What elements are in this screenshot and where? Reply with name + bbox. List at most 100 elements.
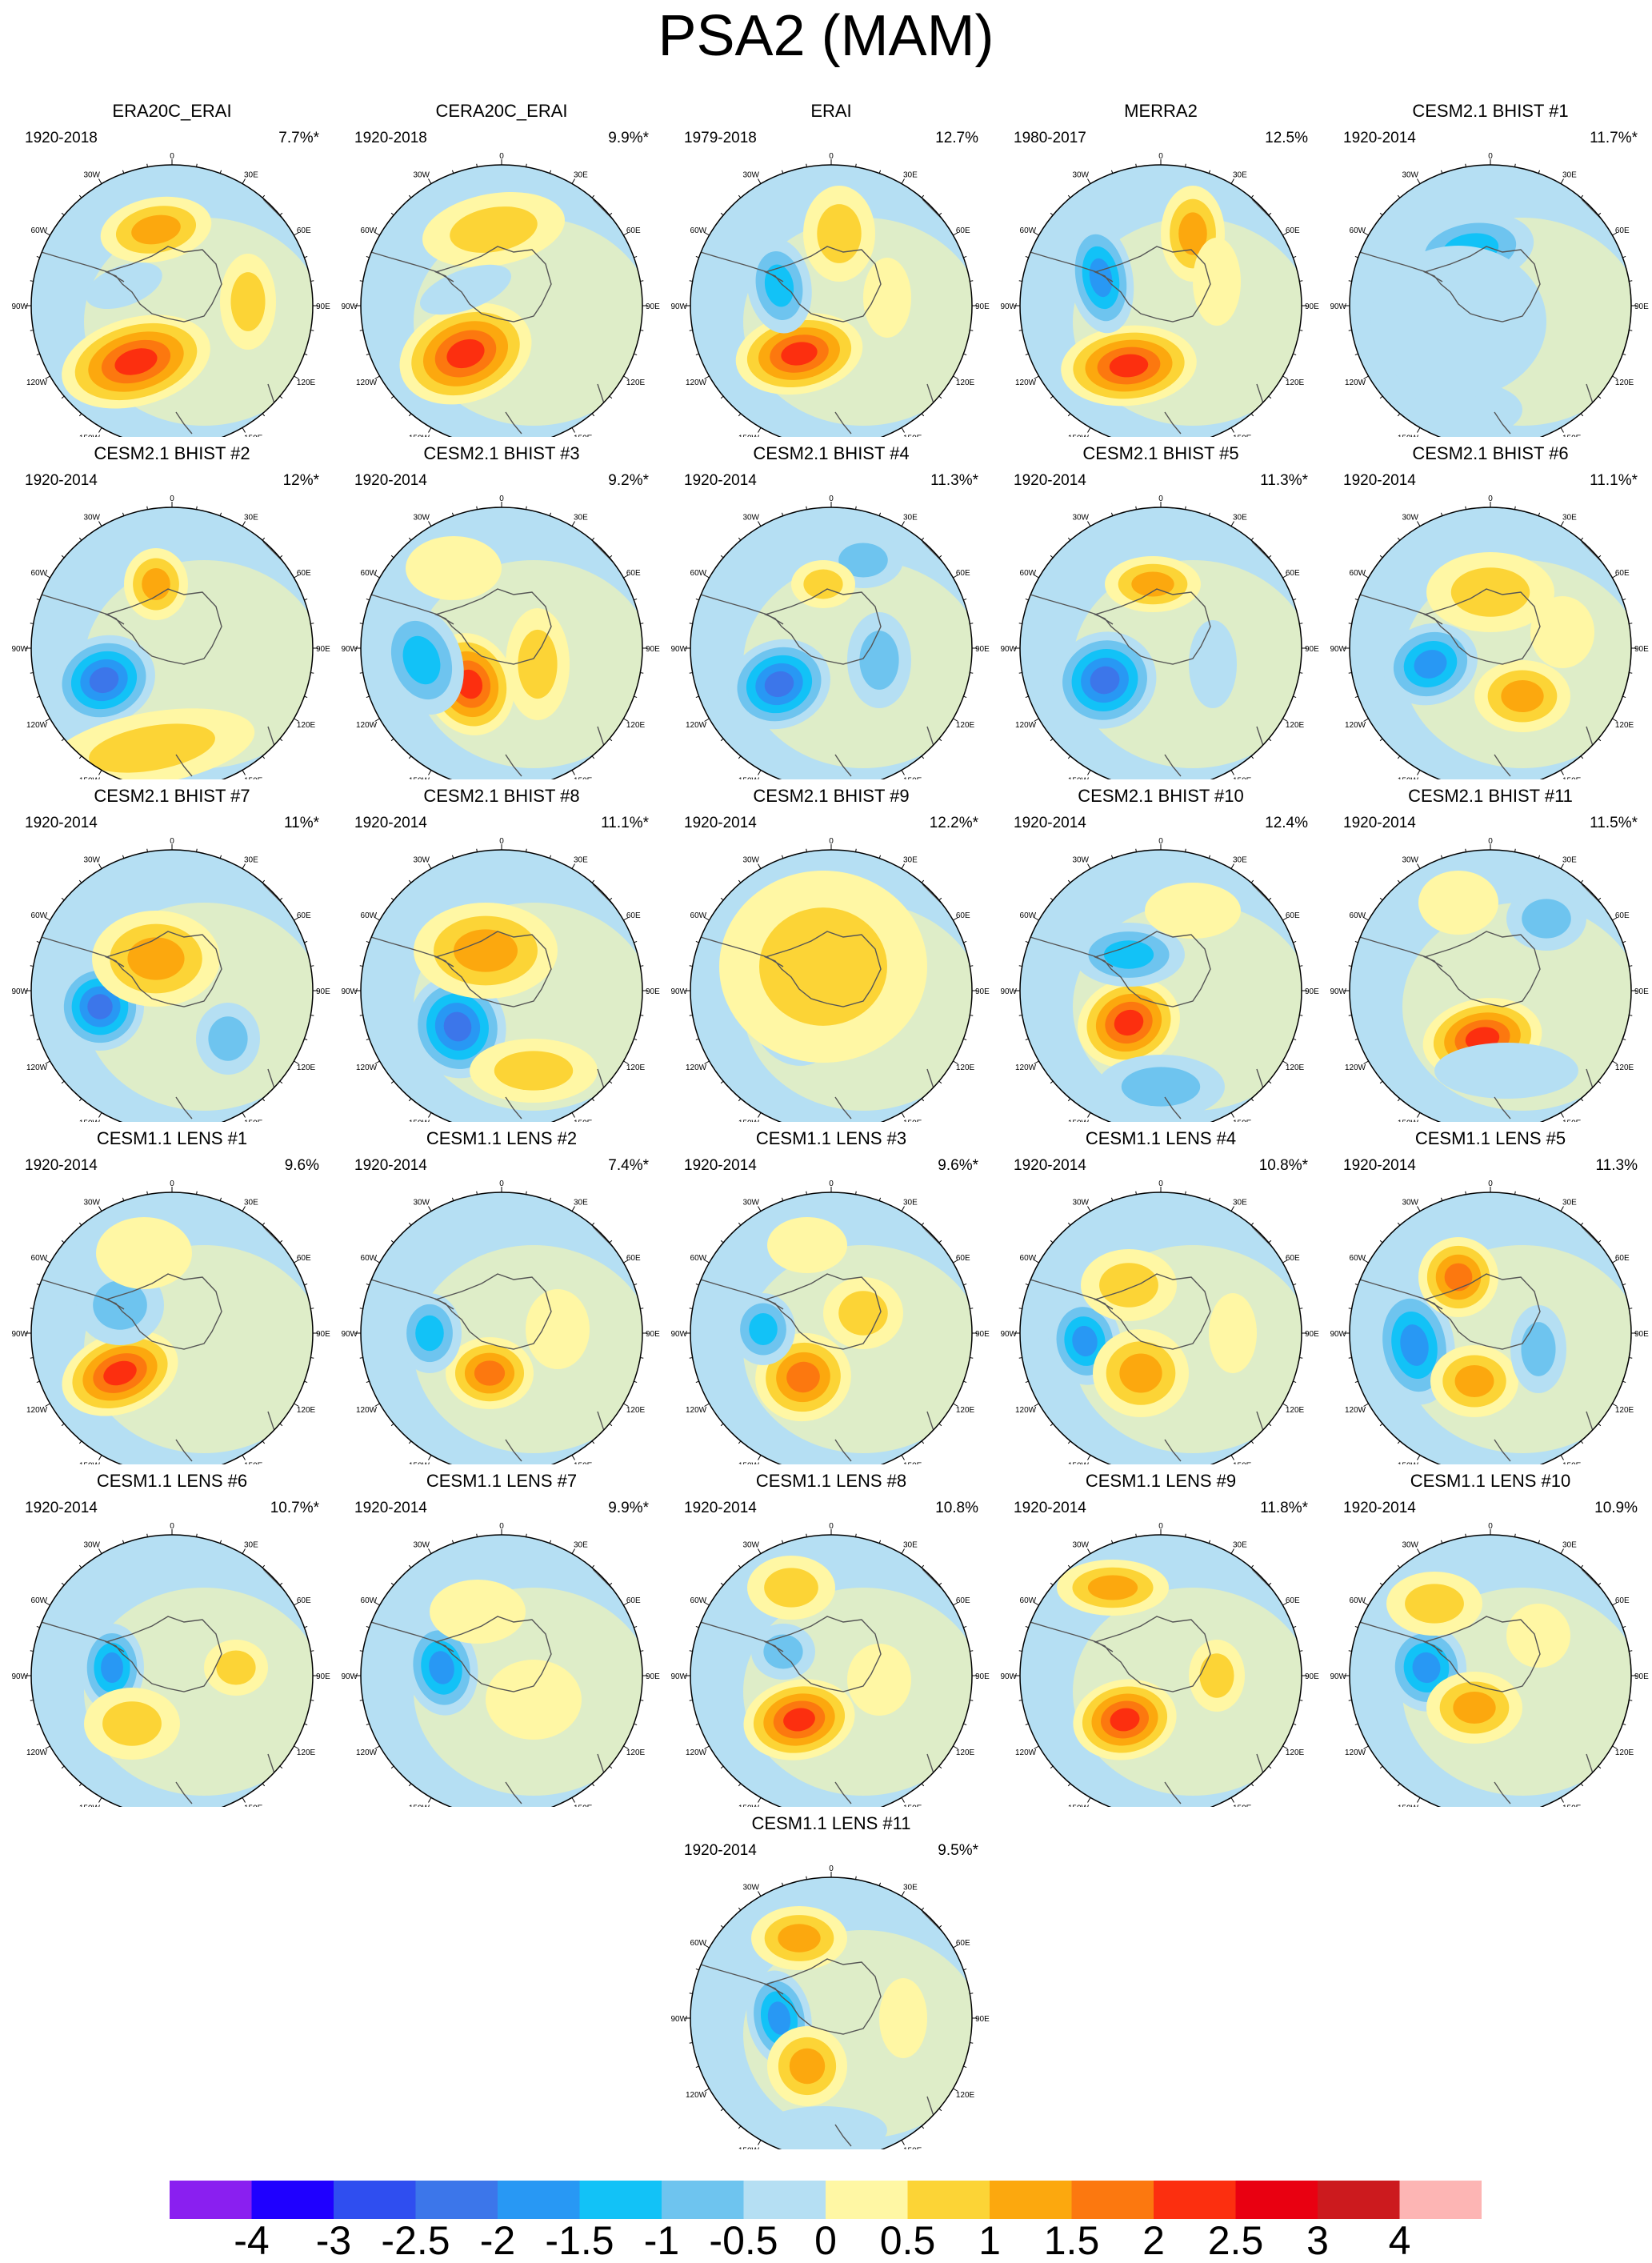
longitude-tick — [609, 1765, 613, 1769]
longitude-tick — [970, 1015, 974, 1016]
longitude-tick — [640, 1015, 644, 1016]
new-zealand-coastline — [175, 411, 193, 435]
longitude-tick — [1598, 555, 1602, 559]
longitude-tick — [1397, 1783, 1401, 1787]
longitude-tick — [294, 575, 299, 579]
longitude-tick — [78, 1098, 82, 1102]
longitude-tick — [806, 1876, 807, 1880]
longitude-label: 60E — [1615, 1254, 1630, 1263]
longitude-tick — [901, 1455, 905, 1460]
longitude-tick — [1268, 555, 1272, 559]
longitude-tick — [279, 1240, 283, 1244]
longitude-tick — [196, 1191, 198, 1195]
longitude-label: 120W — [1015, 379, 1037, 387]
longitude-tick — [1538, 512, 1541, 516]
south-america-coastline — [361, 1275, 454, 1310]
positive-anomaly — [767, 1217, 847, 1273]
colorbar-tick-label: -1 — [643, 2218, 680, 2263]
antarctica-coastline — [104, 246, 222, 322]
longitude-label: 90E — [316, 645, 330, 654]
panel-title: CESM1.1 LENS #6 — [96, 1471, 248, 1491]
longitude-tick — [1299, 1308, 1303, 1309]
longitude-tick — [970, 1993, 974, 1994]
longitude-tick — [1598, 1240, 1602, 1244]
colorbar-swatch — [415, 2181, 498, 2219]
longitude-tick — [242, 1455, 246, 1460]
colorbar-swatch — [826, 2181, 908, 2219]
longitude-tick — [689, 623, 693, 624]
longitude-tick — [1379, 1582, 1383, 1586]
panel-period: 1920-2018 — [25, 130, 98, 146]
longitude-tick — [720, 1925, 724, 1929]
longitude-tick — [689, 1308, 693, 1309]
longitude-label: 90W — [342, 1330, 358, 1339]
longitude-label: 60W — [31, 1254, 48, 1263]
longitude-tick — [1293, 1380, 1297, 1384]
longitude-tick — [1025, 1625, 1029, 1628]
longitude-tick — [1087, 178, 1091, 184]
longitude-tick — [1050, 897, 1054, 901]
positive-anomaly — [454, 929, 518, 972]
longitude-tick — [30, 965, 34, 967]
longitude-label: 60W — [31, 226, 48, 235]
longitude-tick — [310, 1650, 314, 1652]
positive-anomaly — [450, 206, 538, 253]
longitude-tick — [1417, 521, 1421, 527]
panel-variance: 7.7%* — [278, 130, 319, 146]
longitude-tick — [1598, 897, 1602, 901]
panel-variance: 11%* — [283, 815, 319, 831]
longitude-label: 150E — [1562, 777, 1582, 779]
longitude-label: 120E — [297, 721, 316, 730]
longitude-tick — [571, 178, 575, 184]
longitude-label: 120W — [1345, 1063, 1366, 1072]
longitude-label: 150E — [244, 1119, 263, 1122]
longitude-tick — [970, 672, 974, 674]
longitude-tick — [1018, 1700, 1022, 1701]
longitude-label: 150E — [1562, 1462, 1582, 1464]
longitude-tick — [1282, 1403, 1288, 1407]
positive-anomaly — [230, 272, 266, 331]
longitude-label: 0 — [1488, 495, 1493, 503]
negative-anomaly — [87, 994, 113, 1019]
longitude-tick — [1598, 1080, 1602, 1084]
longitude-label: 0 — [829, 1522, 834, 1531]
longitude-label: 60W — [1350, 1596, 1366, 1605]
longitude-tick — [1268, 1240, 1272, 1244]
map-panel: CESM2.1 BHIST #3 1920-2014 9.2%* 0 30E 60E 90E… — [342, 443, 662, 779]
longitude-tick — [1348, 1308, 1352, 1309]
longitude-label: 30W — [83, 1540, 100, 1549]
longitude-tick — [294, 1745, 299, 1749]
longitude-tick — [1299, 1015, 1303, 1016]
longitude-label: 30W — [1072, 855, 1089, 864]
longitude-label: 90E — [316, 1672, 330, 1681]
new-zealand-coastline — [834, 2124, 852, 2147]
longitude-label: 30E — [1562, 1198, 1577, 1207]
longitude-tick — [1299, 330, 1303, 331]
new-zealand-coastline — [834, 754, 852, 777]
longitude-label: 90E — [1305, 645, 1319, 654]
longitude-tick — [720, 1765, 724, 1769]
longitude-tick — [878, 512, 882, 516]
longitude-tick — [1629, 623, 1633, 624]
longitude-label: 60E — [956, 226, 970, 235]
longitude-label: 60W — [361, 569, 378, 578]
longitude-tick — [1417, 178, 1421, 184]
longitude-tick — [1379, 1080, 1383, 1084]
positive-anomaly — [216, 1650, 256, 1685]
longitude-tick — [970, 1700, 974, 1701]
longitude-tick — [374, 1602, 380, 1606]
south-america-coastline — [690, 247, 784, 282]
panel-period: 1920-2014 — [1014, 472, 1086, 489]
longitude-tick — [921, 1783, 925, 1787]
longitude-tick — [146, 163, 148, 167]
longitude-tick — [640, 280, 644, 282]
colorbar-tick-label: -2.5 — [381, 2218, 450, 2263]
longitude-tick — [122, 1540, 125, 1544]
longitude-label: 150W — [79, 435, 101, 437]
longitude-tick — [1363, 1403, 1369, 1407]
longitude-tick — [45, 1060, 50, 1064]
longitude-tick — [262, 537, 266, 541]
longitude-tick — [878, 170, 882, 174]
polar-map: 030E60E90E120E150E180150W120W90W60W30W — [671, 1864, 990, 2149]
longitude-tick — [1135, 506, 1137, 510]
